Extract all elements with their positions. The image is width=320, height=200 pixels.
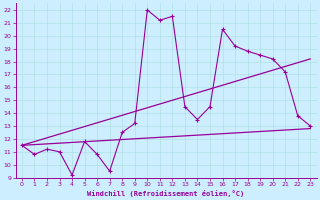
X-axis label: Windchill (Refroidissement éolien,°C): Windchill (Refroidissement éolien,°C) [87,190,245,197]
